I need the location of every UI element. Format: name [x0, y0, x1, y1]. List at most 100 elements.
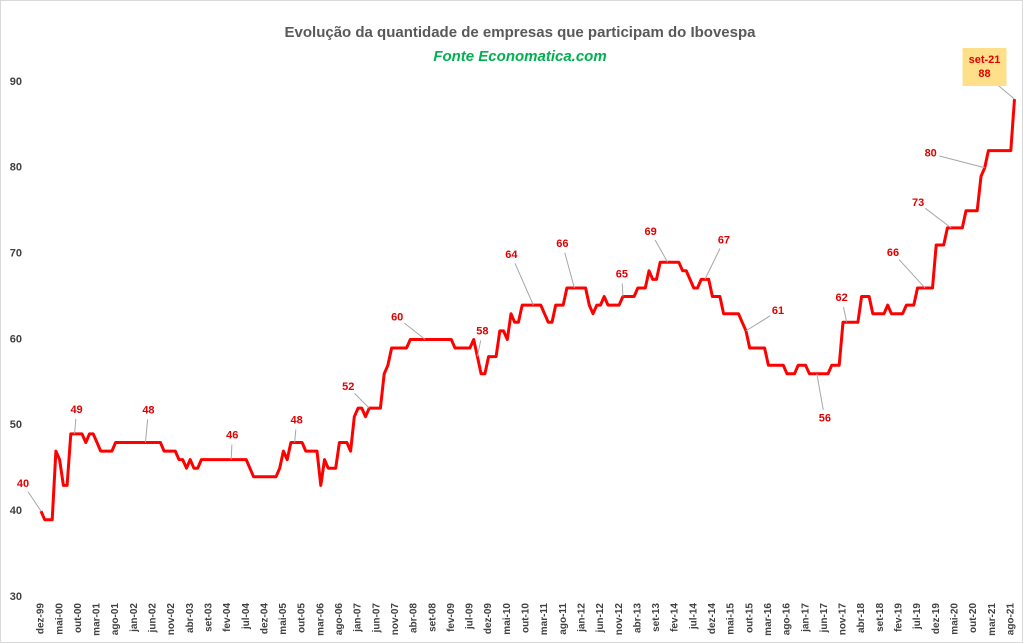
y-tick-label: 90 [10, 76, 22, 88]
leader-line [514, 263, 534, 306]
data-label: 69 [645, 226, 657, 238]
y-tick-label: 80 [10, 162, 22, 174]
data-label: 60 [391, 311, 403, 323]
x-tick-label: set-03 [203, 603, 214, 632]
data-label: 65 [616, 268, 628, 280]
data-label: 62 [836, 292, 848, 304]
x-tick-label: mar-06 [315, 603, 326, 636]
x-tick-label: dez-04 [259, 603, 270, 635]
data-label: 48 [142, 404, 154, 416]
x-tick-label: out-20 [968, 603, 979, 633]
data-label: 61 [772, 305, 784, 317]
x-tick-label: set-18 [875, 603, 886, 632]
x-tick-label: jun-12 [595, 603, 606, 634]
x-tick-label: jul-09 [465, 603, 476, 631]
x-tick-label: jul-19 [912, 603, 923, 631]
x-tick-label: out-00 [73, 603, 84, 633]
leader-line [843, 307, 848, 323]
leader-line [354, 393, 370, 409]
x-tick-label: mar-01 [92, 603, 103, 636]
x-tick-label: ago-21 [1005, 603, 1016, 636]
chart-subtitle: Fonte Economatica.com [433, 48, 606, 65]
data-label: 58 [476, 326, 488, 338]
leader-line [27, 491, 42, 512]
data-line [39, 98, 1016, 522]
x-tick-label: fev-19 [894, 603, 905, 632]
x-tick-label: fev-04 [222, 603, 233, 632]
y-tick-label: 50 [10, 419, 22, 431]
x-tick-label: ago-11 [558, 603, 569, 635]
chart-title: Evolução da quantidade de empresas que p… [285, 24, 757, 41]
x-tick-label: jan-17 [800, 603, 811, 633]
leader-line [294, 429, 297, 443]
x-tick-label: abr-13 [632, 603, 643, 633]
leader-line [898, 259, 926, 289]
x-tick-label: jul-14 [688, 603, 699, 631]
x-tick-label: abr-03 [185, 603, 196, 633]
leader-line [745, 315, 771, 332]
x-tick-label: jun-17 [819, 603, 830, 634]
y-tick-label: 60 [10, 333, 22, 345]
x-tick-label: mai-20 [949, 603, 960, 635]
leader-line [816, 373, 824, 411]
leader-line [654, 239, 669, 263]
x-tick-label: dez-19 [931, 603, 942, 635]
data-label: 73 [912, 197, 924, 209]
x-tick-label: nov-17 [838, 603, 849, 636]
annotation-box [962, 48, 1007, 86]
annotation-label: set-21 [969, 54, 1001, 66]
x-tick-label: abr-18 [856, 603, 867, 633]
data-label: 66 [556, 238, 568, 250]
x-tick-label: mai-15 [726, 603, 737, 635]
leader-line [704, 248, 721, 280]
x-tick-label: jun-07 [371, 603, 382, 634]
leader-line [939, 155, 985, 169]
data-label: 66 [887, 247, 899, 259]
x-tick-label: ago-06 [334, 603, 345, 636]
x-tick-label: dez-14 [707, 603, 718, 635]
data-label: 46 [226, 430, 238, 442]
x-tick-label: out-05 [297, 603, 308, 633]
leader-line [230, 444, 233, 460]
data-label: 48 [291, 414, 303, 426]
leader-line [564, 252, 575, 289]
x-tick-label: jun-02 [148, 603, 159, 634]
x-tick-label: mai-00 [54, 603, 65, 635]
leader-line [74, 418, 77, 434]
x-tick-label: dez-09 [483, 603, 494, 635]
y-tick-label: 70 [10, 248, 22, 260]
data-label: 56 [819, 413, 831, 425]
data-label: 64 [505, 249, 518, 261]
y-tick-label: 40 [10, 505, 22, 517]
x-tick-label: mar-16 [763, 603, 774, 636]
y-tick-label: 30 [10, 591, 22, 603]
x-tick-label: mar-11 [539, 603, 550, 636]
x-tick-label: abr-08 [409, 603, 420, 633]
data-label: 88 [978, 68, 990, 80]
leader-line [144, 419, 149, 443]
x-tick-label: jan-02 [129, 603, 140, 633]
data-label: 49 [70, 404, 82, 416]
leader-line [476, 340, 482, 357]
x-tick-label: out-15 [744, 603, 755, 633]
leader-line [403, 322, 426, 340]
x-tick-label: mar-21 [987, 603, 998, 636]
data-label: 80 [925, 148, 937, 160]
x-tick-label: out-10 [521, 603, 532, 633]
data-label: 52 [342, 381, 354, 393]
x-tick-label: jan-12 [576, 603, 587, 633]
x-tick-label: jan-07 [353, 603, 364, 633]
leader-line [621, 283, 624, 297]
leader-line [924, 207, 952, 229]
x-tick-label: mai-05 [278, 603, 289, 635]
x-tick-label: fev-14 [670, 603, 681, 632]
data-label: 67 [718, 234, 730, 246]
data-label: 40 [17, 478, 29, 490]
x-tick-label: fev-09 [446, 603, 457, 632]
x-tick-label: set-13 [651, 603, 662, 632]
x-tick-label: jul-04 [241, 603, 252, 631]
x-tick-label: set-08 [427, 603, 438, 632]
x-tick-label: nov-07 [390, 603, 401, 636]
